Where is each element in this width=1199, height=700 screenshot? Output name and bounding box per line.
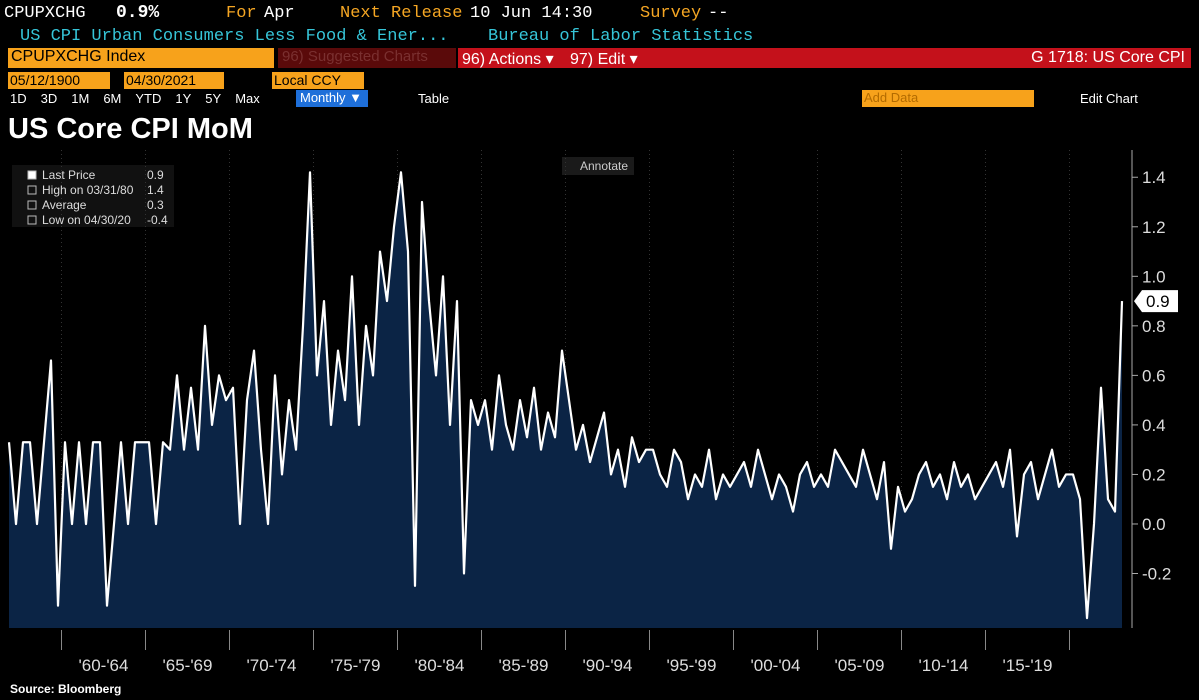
x-band-label: '05-'09 xyxy=(835,656,885,675)
x-band-label: '60-'64 xyxy=(79,656,129,675)
period-button[interactable]: 3D xyxy=(40,91,58,106)
period-button[interactable]: 1M xyxy=(71,91,90,106)
period-button[interactable]: 1D xyxy=(10,91,27,106)
legend-value: 1.4 xyxy=(147,183,164,197)
last-value-label: 0.9 xyxy=(1146,292,1170,311)
y-tick-label: -0.2 xyxy=(1142,565,1171,584)
survey-value: -- xyxy=(708,4,729,23)
x-band-label: '15-'19 xyxy=(1003,656,1053,675)
ticker: CPUPXCHG xyxy=(4,4,86,23)
period-button[interactable]: 5Y xyxy=(205,91,222,106)
change: 0.9% xyxy=(116,3,160,23)
chart-title: US Core CPI MoM xyxy=(8,113,253,145)
edit-chart-button[interactable]: Edit Chart xyxy=(1080,91,1138,106)
table-button[interactable]: Table xyxy=(418,91,450,106)
legend-marker xyxy=(27,170,37,180)
legend-label: High on 03/31/80 xyxy=(42,183,134,197)
for-value: Apr xyxy=(264,4,295,23)
last-value-tag xyxy=(1134,290,1178,313)
currency-select[interactable]: Local CCY xyxy=(272,72,364,89)
y-tick-label: 1.0 xyxy=(1142,267,1166,286)
x-band-label: '90-'94 xyxy=(583,656,633,675)
x-band-label: '10-'14 xyxy=(919,656,969,675)
x-band-label: '95-'99 xyxy=(667,656,717,675)
x-band-label: '65-'69 xyxy=(163,656,213,675)
security-input[interactable]: CPUPXCHG Index xyxy=(8,48,274,68)
period-button[interactable]: YTD xyxy=(135,91,162,106)
suggested-charts[interactable]: 96) Suggested Charts xyxy=(278,48,456,68)
x-band-label: '00-'04 xyxy=(751,656,801,675)
legend-label: Low on 04/30/20 xyxy=(42,213,131,227)
end-date[interactable]: 04/30/2021 xyxy=(124,72,224,89)
x-band-label: '80-'84 xyxy=(415,656,465,675)
y-tick-label: 1.4 xyxy=(1142,168,1166,187)
period-buttons: 1D 3D 1M 6M YTD 1Y 5Y Max xyxy=(10,91,260,106)
x-band-label: '75-'79 xyxy=(331,656,381,675)
source-agency: Bureau of Labor Statistics xyxy=(488,27,754,46)
y-tick-label: 0.6 xyxy=(1142,366,1166,385)
menu-bar xyxy=(458,48,1191,68)
survey-label: Survey xyxy=(640,4,702,23)
edit-menu[interactable]: 97) Edit ▾ xyxy=(570,51,638,68)
chart-id: G 1718: US Core CPI xyxy=(1031,49,1185,66)
frequency-select[interactable]: Monthly ▼ xyxy=(296,90,368,107)
x-band-label: '70-'74 xyxy=(247,656,297,675)
legend-marker xyxy=(27,200,37,210)
y-tick-label: 0.2 xyxy=(1142,465,1166,484)
legend-box xyxy=(12,165,174,227)
next-release-label: Next Release xyxy=(340,4,463,23)
add-data-input[interactable]: Add Data xyxy=(862,90,1034,107)
description: US CPI Urban Consumers Less Food & Ener.… xyxy=(20,27,449,46)
start-date[interactable]: 05/12/1900 xyxy=(8,72,110,89)
actions-menu[interactable]: 96) Actions ▾ xyxy=(462,51,554,68)
annotate-label[interactable]: Annotate xyxy=(580,159,628,173)
period-button[interactable]: Max xyxy=(235,91,260,106)
legend-label: Last Price xyxy=(42,168,96,182)
footer-source: Source: Bloomberg xyxy=(10,682,122,696)
for-label: For xyxy=(226,4,257,23)
y-tick-label: 0.0 xyxy=(1142,515,1166,534)
period-button[interactable]: 1Y xyxy=(175,91,192,106)
y-tick-label: 0.4 xyxy=(1142,416,1166,435)
legend-value: 0.3 xyxy=(147,198,164,212)
y-tick-label: 1.2 xyxy=(1142,218,1166,237)
chart: Annotate '60-'64 '65-'69 '70-'74 '75-'79 '80… xyxy=(7,150,1178,675)
period-button[interactable]: 6M xyxy=(103,91,122,106)
legend-value: 0.9 xyxy=(147,168,164,182)
legend-label: Average xyxy=(42,198,87,212)
legend-value: -0.4 xyxy=(147,213,168,227)
annotate-button[interactable] xyxy=(562,157,634,175)
legend-marker xyxy=(27,185,37,195)
y-tick-label: 0.8 xyxy=(1142,317,1166,336)
next-release-value: 10 Jun 14:30 xyxy=(470,4,593,23)
x-band-label: '85-'89 xyxy=(499,656,549,675)
legend-marker xyxy=(27,215,37,225)
line xyxy=(7,171,1124,620)
area xyxy=(9,172,1122,628)
